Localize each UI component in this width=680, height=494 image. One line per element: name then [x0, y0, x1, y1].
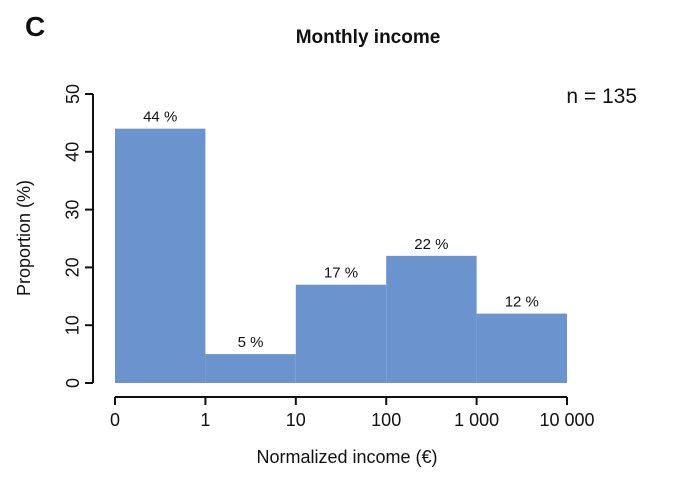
y-tick-label: 30: [63, 200, 83, 220]
chart-title: Monthly income: [296, 27, 441, 48]
bar-value-label: 44 %: [143, 109, 177, 126]
histogram-bar: [386, 255, 477, 383]
bars-group: [115, 128, 567, 383]
bar-value-label: 22 %: [414, 236, 448, 253]
bar-value-label: 12 %: [505, 294, 539, 311]
x-tick-label: 0: [110, 410, 120, 430]
y-tick-label: 40: [63, 142, 83, 162]
bar-value-label: 5 %: [238, 334, 264, 351]
x-axis-title: Normalized income (€): [256, 447, 437, 467]
x-tick-label: 1: [200, 410, 210, 430]
sample-size-annotation: n = 135: [566, 85, 637, 108]
x-tick-label: 10 000: [539, 410, 594, 430]
panel-label: C: [25, 11, 45, 42]
y-tick-label: 50: [63, 84, 83, 104]
y-axis-title: Proportion (%): [14, 180, 34, 296]
x-tick-label: 1 000: [454, 410, 499, 430]
x-tick-label: 10: [286, 410, 306, 430]
histogram-bar: [295, 284, 387, 383]
histogram-bar: [205, 354, 296, 383]
y-tick-label: 20: [63, 257, 83, 277]
y-tick-label: 10: [63, 315, 83, 335]
x-tick-label: 100: [371, 410, 401, 430]
y-tick-label: 0: [63, 378, 83, 388]
histogram-bar: [476, 313, 567, 383]
axes-group: 0 10 20 30 40 50 0 1 10 100 1 000 10 000: [63, 84, 595, 430]
histogram-bar: [115, 128, 206, 383]
bar-value-label: 17 %: [324, 265, 358, 282]
bar-labels-group: 44 % 5 % 17 % 22 % 12 %: [143, 109, 539, 351]
